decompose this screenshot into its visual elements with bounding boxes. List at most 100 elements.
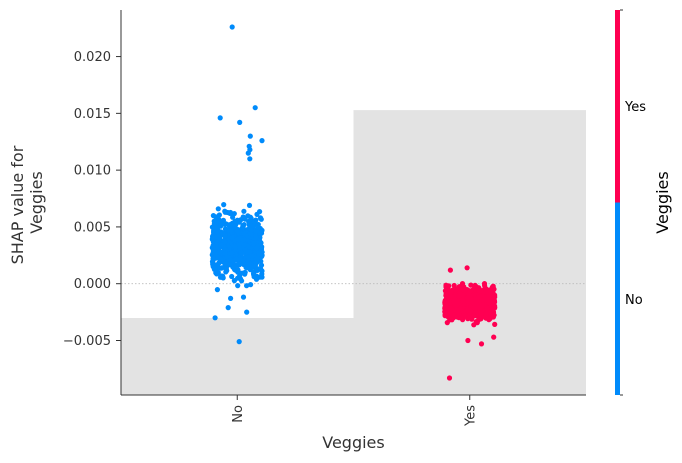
data-point-no	[214, 287, 220, 293]
data-point-yes	[465, 299, 471, 305]
data-point-no	[228, 295, 234, 301]
y-axis-label: SHAP value for Veggies	[8, 141, 46, 265]
y-tick-label: −0.005	[63, 334, 111, 349]
data-point-no	[240, 270, 247, 276]
x-tick-label: No	[231, 405, 246, 423]
data-point-no	[228, 228, 234, 234]
colorbar-title: Veggies	[653, 171, 672, 233]
data-point-no	[221, 239, 228, 245]
data-point-no	[220, 275, 226, 281]
data-point-yes	[442, 299, 448, 305]
data-point-yes	[478, 341, 485, 347]
colorbar-segment-yes	[615, 10, 620, 203]
data-point-no	[254, 267, 260, 273]
data-point-no	[240, 260, 246, 266]
x-tick-label: Yes	[463, 405, 478, 427]
data-point-no	[228, 221, 234, 227]
y-tick-label: 0.020	[74, 50, 111, 65]
data-point-no	[222, 226, 228, 232]
data-point-no	[213, 214, 219, 220]
y-tick-label: 0.010	[74, 164, 111, 179]
data-point-no	[213, 218, 219, 224]
data-point-no	[230, 214, 236, 220]
x-axis-label: Veggies	[322, 433, 384, 452]
data-point-no	[240, 237, 246, 243]
data-point-yes	[486, 314, 492, 321]
data-point-no	[250, 270, 257, 276]
data-point-no	[252, 221, 258, 227]
data-point-no	[222, 250, 228, 256]
colorbar-label-yes: Yes	[624, 100, 646, 115]
data-point-yes	[464, 265, 470, 271]
data-point-no	[236, 219, 242, 225]
data-point-yes	[483, 287, 489, 293]
data-point-no	[229, 24, 235, 30]
data-point-no	[257, 209, 263, 215]
data-point-no	[212, 247, 218, 253]
data-point-no	[215, 250, 221, 256]
data-point-no	[236, 339, 242, 345]
data-point-no	[224, 254, 230, 260]
data-point-no	[240, 294, 247, 300]
data-point-no	[235, 283, 241, 289]
data-point-no	[258, 216, 264, 222]
data-point-yes	[446, 375, 453, 381]
data-point-no	[227, 209, 234, 216]
data-point-yes	[477, 288, 484, 294]
data-point-yes	[478, 316, 484, 322]
colorbar-label-no: No	[625, 293, 643, 308]
data-point-yes	[454, 301, 460, 307]
data-point-no	[229, 250, 235, 256]
data-point-no	[236, 236, 242, 243]
data-point-yes	[468, 282, 474, 288]
data-point-yes	[460, 297, 466, 303]
data-point-no	[214, 225, 220, 231]
data-point-no	[218, 256, 224, 263]
data-point-no	[237, 119, 243, 125]
data-point-no	[222, 233, 228, 239]
data-point-no	[244, 283, 250, 289]
data-point-no	[222, 261, 228, 267]
data-point-no	[251, 239, 257, 246]
data-point-no	[259, 138, 265, 144]
data-point-no	[254, 255, 260, 261]
data-point-no	[247, 156, 253, 162]
data-point-no	[211, 266, 217, 272]
data-point-yes	[445, 294, 452, 300]
scatter-points	[209, 24, 498, 381]
data-point-yes	[490, 297, 496, 303]
data-point-no	[211, 228, 217, 234]
data-point-yes	[467, 315, 473, 321]
data-point-yes	[486, 299, 492, 306]
data-point-no	[256, 251, 262, 257]
x-axis-ticks: No Yes	[231, 395, 478, 427]
data-point-no	[229, 273, 235, 280]
data-point-yes	[447, 311, 453, 317]
data-point-no	[229, 235, 235, 241]
data-point-yes	[471, 313, 477, 319]
data-point-yes	[442, 311, 448, 318]
data-point-no	[255, 225, 261, 231]
histogram-bar-no	[121, 318, 354, 395]
data-point-yes	[444, 304, 450, 310]
data-point-no	[228, 257, 234, 263]
data-point-no	[225, 305, 231, 311]
data-point-no	[233, 256, 239, 262]
data-point-no	[259, 244, 265, 250]
data-point-yes	[492, 321, 498, 327]
data-point-no	[218, 242, 224, 248]
data-point-yes	[475, 294, 481, 300]
data-point-no	[240, 225, 246, 231]
data-point-yes	[451, 282, 457, 289]
data-point-no	[242, 247, 249, 253]
data-point-no	[232, 243, 238, 249]
data-point-no	[241, 231, 247, 237]
data-point-no	[238, 250, 244, 256]
data-point-yes	[457, 314, 464, 320]
data-point-no	[248, 215, 254, 222]
data-point-no	[257, 230, 263, 236]
y-axis-label-line-2: Veggies	[27, 171, 46, 233]
data-point-no	[252, 105, 258, 111]
data-point-no	[214, 262, 220, 268]
data-point-yes	[484, 305, 490, 311]
